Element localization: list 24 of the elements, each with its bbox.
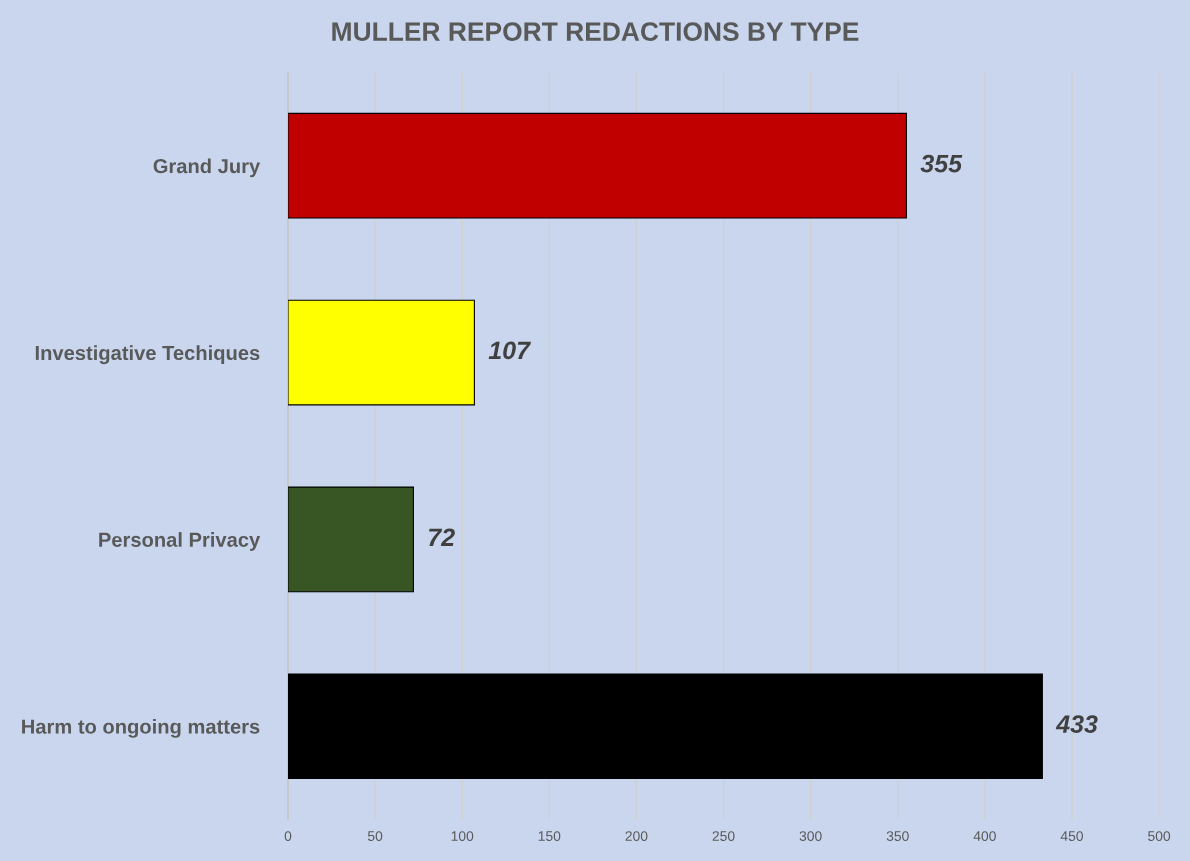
data-label: 72 <box>429 528 455 546</box>
x-tick-label: 450 <box>1060 831 1083 841</box>
x-tick-label: 150 <box>538 831 561 841</box>
chart-title: MULLER REPORT REDACTIONS BY TYPE <box>332 22 859 41</box>
x-tick-label: 400 <box>973 831 996 841</box>
data-label: 355 <box>920 154 963 173</box>
y-tick-label: Investigative Techiques <box>35 345 260 365</box>
x-tick-label: 200 <box>625 831 648 841</box>
y-tick-label: Personal Privacy <box>99 532 261 551</box>
data-label: 433 <box>1055 715 1098 733</box>
x-tick-label: 500 <box>1148 831 1171 841</box>
x-tick-label: 300 <box>799 831 822 841</box>
bar <box>287 112 908 219</box>
bar <box>287 486 414 593</box>
x-tick-label: 100 <box>451 831 474 841</box>
bar <box>287 299 475 406</box>
x-tick-label: 50 <box>367 831 383 841</box>
bar <box>287 673 1043 780</box>
x-tick-label: 250 <box>712 831 735 841</box>
y-tick-label: Grand Jury <box>153 158 261 178</box>
x-tick-label: 350 <box>886 831 909 841</box>
x-tick-label: 0 <box>284 831 292 841</box>
data-label: 107 <box>488 341 531 360</box>
y-tick-label: Harm to ongoing matters <box>22 718 260 738</box>
